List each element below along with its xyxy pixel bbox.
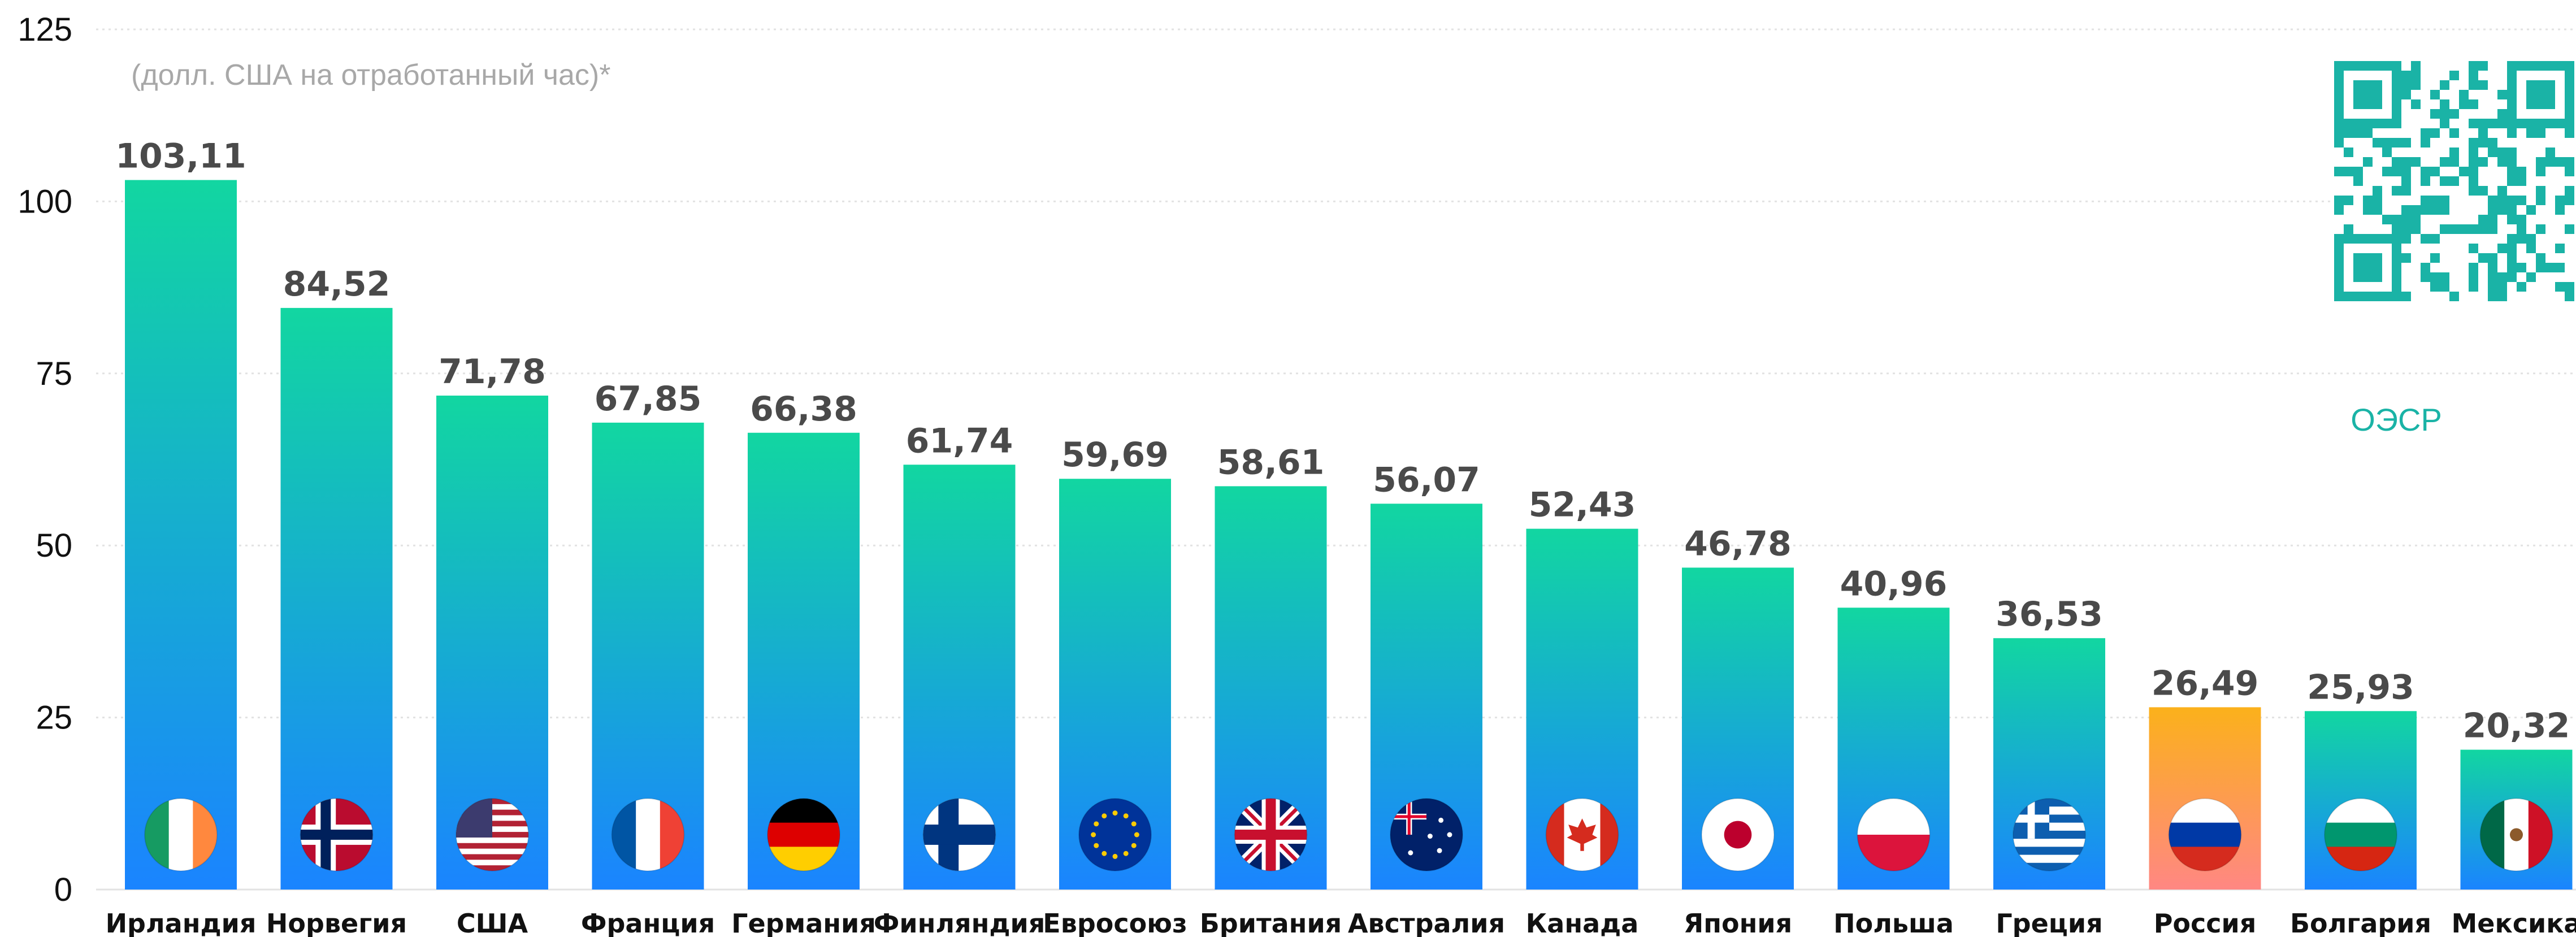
y-axis: 0 25 50 75 100 125	[18, 11, 72, 908]
bar	[280, 307, 393, 890]
bars	[125, 180, 2573, 890]
category-label: Ирландия	[106, 908, 257, 937]
category-label: Россия	[2154, 908, 2257, 937]
x-axis: Ирландия Норвегия США Франция ГерманияФинлян…	[106, 908, 2576, 937]
category-label: Британия	[1200, 908, 1342, 937]
value-label: 40,96	[1840, 564, 1948, 604]
y-tick-label: 0	[54, 871, 72, 908]
france-flag-icon	[611, 798, 685, 871]
category-label: Франция	[581, 908, 715, 937]
mexico-flag-icon	[2479, 798, 2553, 871]
value-label: 20,32	[2463, 706, 2570, 746]
bulgaria-flag-icon	[2324, 798, 2397, 871]
category-label: Япония	[1684, 908, 1792, 937]
category-label: Мексика	[2452, 908, 2576, 937]
value-label: 61,74	[906, 421, 1013, 461]
value-label: 58,61	[1217, 443, 1325, 482]
category-label: Финляндия	[874, 908, 1046, 937]
ireland-flag-icon	[144, 798, 218, 871]
eu-flag-icon	[1078, 798, 1152, 871]
greece-flag-icon	[2013, 798, 2086, 871]
finland-flag-icon	[922, 798, 996, 871]
poland-flag-icon	[1857, 798, 1931, 871]
value-label: 71,78	[439, 352, 546, 392]
value-label: 26,49	[2152, 663, 2259, 703]
value-label: 25,93	[2307, 667, 2414, 707]
value-label: 67,85	[595, 379, 702, 419]
category-label: Греция	[1996, 908, 2102, 937]
germany-flag-icon	[767, 798, 840, 871]
y-tick-label: 125	[18, 11, 72, 48]
category-label: Австралия	[1348, 908, 1505, 937]
australia-flag-icon	[1390, 798, 1463, 871]
flags	[144, 798, 2553, 871]
category-label: Канада	[1526, 908, 1639, 937]
value-label: 103,11	[115, 137, 246, 176]
value-label: 56,07	[1373, 460, 1480, 500]
value-label: 84,52	[283, 264, 391, 304]
usa-flag-icon	[456, 798, 529, 871]
value-labels: 103,11 84,52 71,78 67,85 66,38 61,74 59,69 58,6…	[115, 137, 2570, 746]
uk-flag-icon	[1234, 798, 1308, 871]
qr-code-icon[interactable]	[2334, 61, 2574, 301]
y-tick-label: 25	[36, 700, 72, 736]
category-label: США	[457, 908, 528, 937]
canada-flag-icon	[1545, 798, 1619, 871]
y-tick-label: 100	[18, 183, 72, 220]
bar	[125, 180, 237, 890]
category-label: Болгария	[2290, 908, 2431, 937]
value-label: 36,53	[1996, 595, 2103, 634]
source-label: ОЭСР	[2351, 402, 2442, 437]
category-label: Польша	[1833, 908, 1954, 937]
category-label: Германия	[731, 908, 876, 937]
norway-flag-icon	[300, 798, 374, 871]
japan-flag-icon	[1701, 798, 1775, 871]
category-label: Норвегия	[266, 908, 407, 937]
chart-subtitle: (долл. США на отработанный час)*	[131, 59, 610, 92]
y-tick-label: 50	[36, 527, 72, 564]
category-label: Евросоюз	[1043, 908, 1187, 937]
value-label: 66,38	[750, 389, 857, 429]
value-label: 52,43	[1529, 485, 1636, 525]
value-label: 59,69	[1061, 435, 1169, 475]
y-tick-label: 75	[36, 355, 72, 392]
russia-flag-icon	[2168, 798, 2242, 871]
value-label: 46,78	[1684, 524, 1792, 563]
